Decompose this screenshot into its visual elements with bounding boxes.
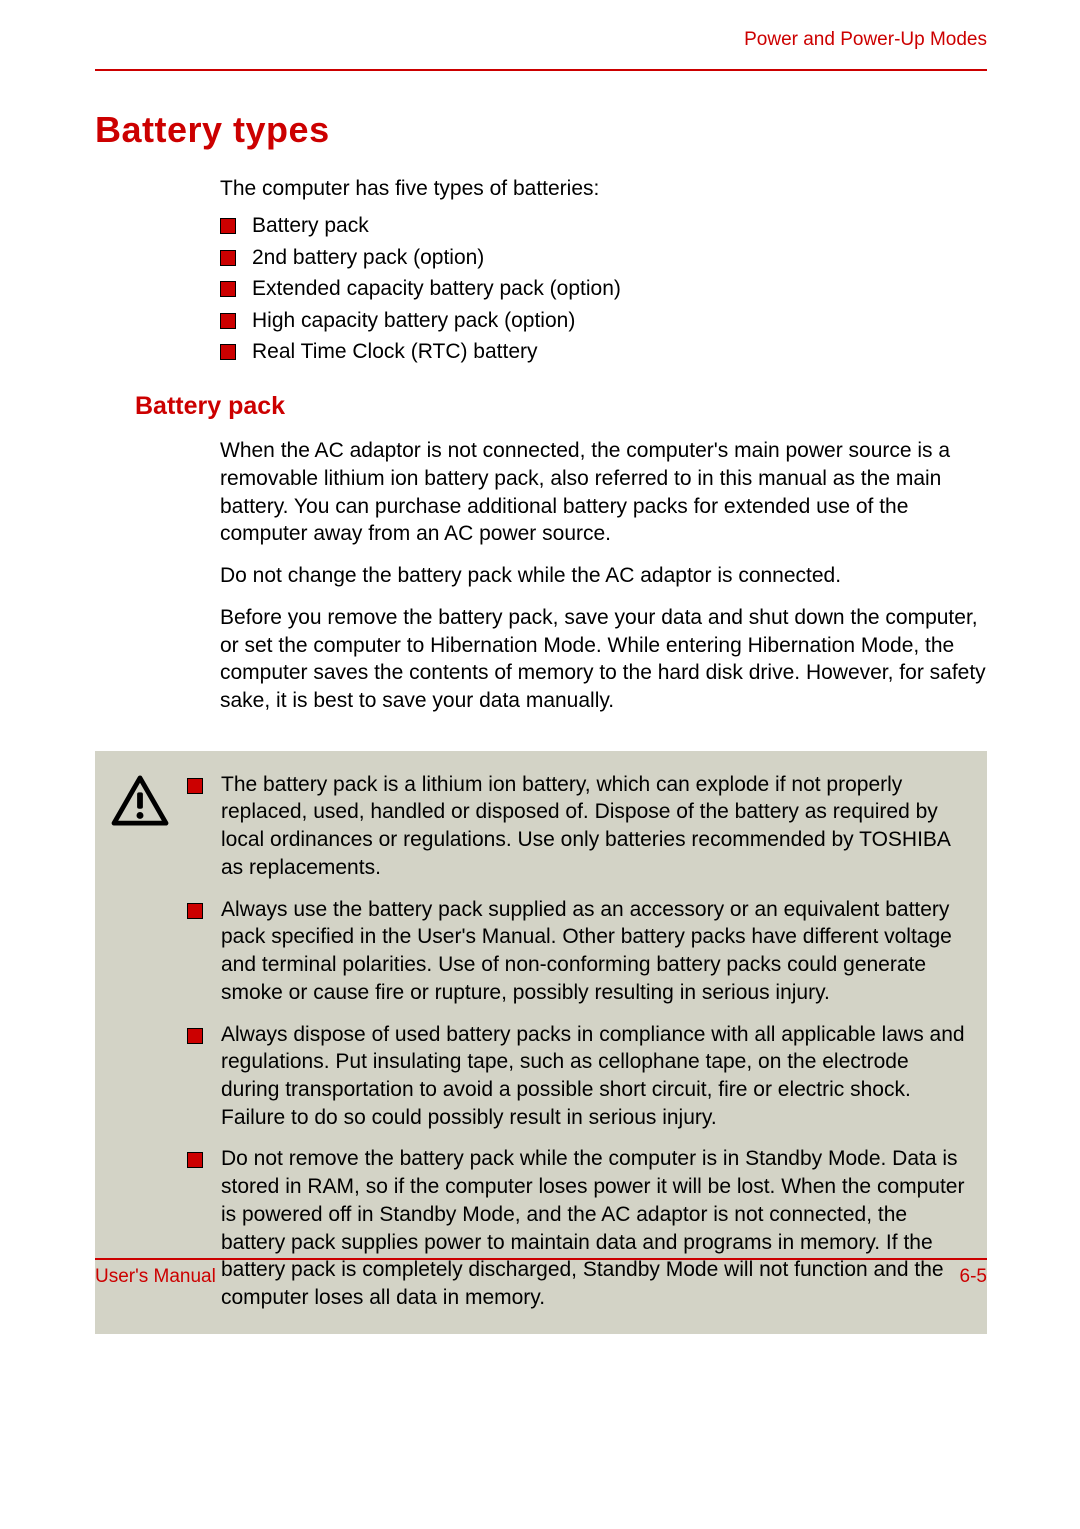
caution-callout: The battery pack is a lithium ion batter… — [95, 751, 987, 1334]
intro-text: The computer has five types of batteries… — [220, 175, 990, 203]
footer-page-number: 6-5 — [960, 1266, 987, 1288]
list-item: Battery pack — [220, 211, 990, 240]
running-header: Power and Power-Up Modes — [95, 29, 987, 51]
list-item: 2nd battery pack (option) — [220, 243, 990, 272]
paragraph: Before you remove the battery pack, save… — [220, 604, 990, 715]
paragraph: Do not change the battery pack while the… — [220, 562, 990, 590]
section-title: Battery types — [95, 109, 987, 151]
page-content: Power and Power-Up Modes Battery types T… — [95, 29, 987, 1334]
list-item: Real Time Clock (RTC) battery — [220, 337, 990, 366]
caution-list: The battery pack is a lithium ion batter… — [187, 771, 971, 1312]
section-body: The computer has five types of batteries… — [220, 175, 990, 366]
paragraph: When the AC adaptor is not connected, th… — [220, 437, 990, 548]
caution-item: The battery pack is a lithium ion batter… — [187, 771, 971, 882]
list-item: Extended capacity battery pack (option) — [220, 274, 990, 303]
subsection-title: Battery pack — [135, 392, 987, 421]
header-rule — [95, 69, 987, 71]
caution-item: Always dispose of used battery packs in … — [187, 1021, 971, 1132]
page-footer: User's Manual 6-5 — [95, 1258, 987, 1288]
footer-rule — [95, 1258, 987, 1260]
footer-left: User's Manual — [95, 1266, 216, 1288]
warning-triangle-icon — [111, 771, 169, 832]
list-item: High capacity battery pack (option) — [220, 306, 990, 335]
caution-item: Always use the battery pack supplied as … — [187, 896, 971, 1007]
subsection-body: When the AC adaptor is not connected, th… — [220, 437, 990, 714]
caution-content: The battery pack is a lithium ion batter… — [187, 771, 971, 1312]
battery-types-list: Battery pack 2nd battery pack (option) E… — [220, 211, 990, 366]
